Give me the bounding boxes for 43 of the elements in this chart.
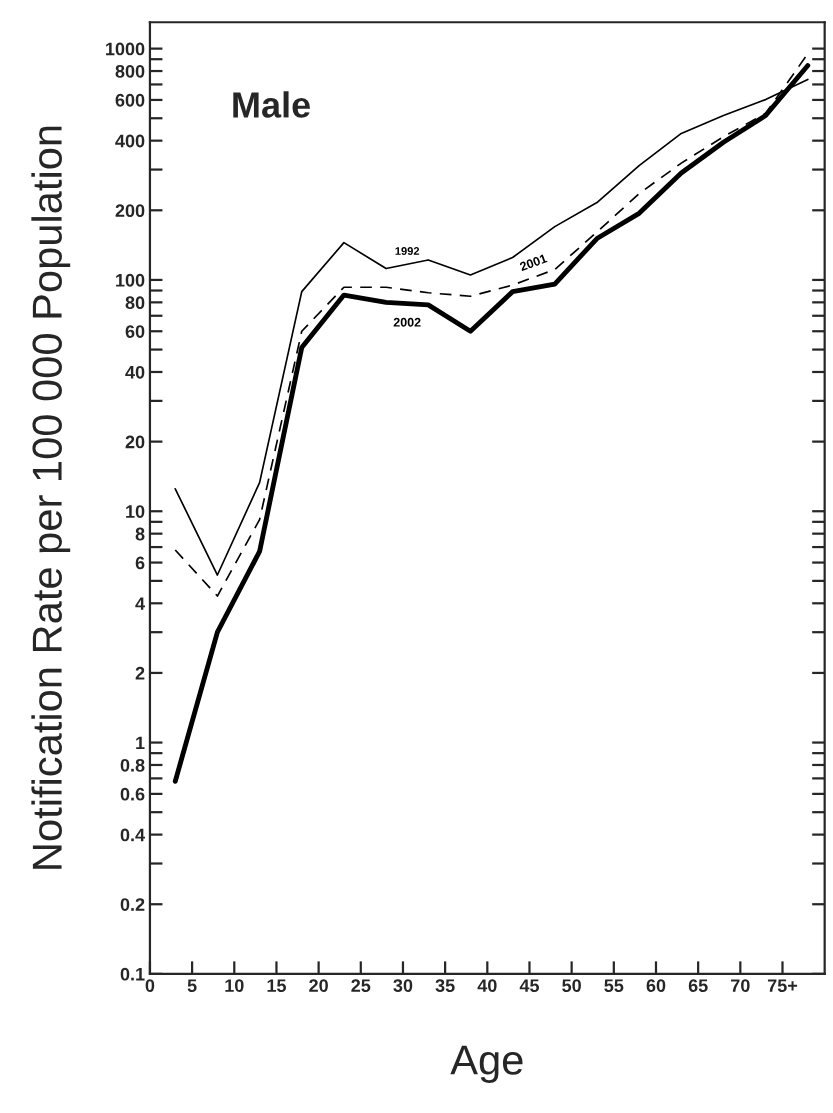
- x-axis-title: Age: [450, 1045, 523, 1084]
- x-tick-label: 30: [393, 979, 413, 993]
- x-tick-label: 15: [267, 979, 286, 992]
- x-tick-label: 25: [351, 979, 371, 992]
- y-tick-label: 6: [135, 556, 145, 570]
- x-tick-label: 70: [731, 979, 750, 992]
- y-tick-label: 20: [125, 435, 145, 449]
- series-label: 2002: [393, 317, 421, 327]
- y-tick-label: 600: [115, 93, 145, 107]
- x-tick-label: 20: [309, 979, 328, 992]
- y-tick-label: 40: [125, 365, 145, 379]
- y-tick-label: 2: [135, 666, 145, 680]
- y-tick-label: 100: [116, 273, 145, 287]
- y-tick-label: 0.4: [120, 828, 145, 842]
- y-tick-label: 1000: [106, 42, 145, 56]
- x-tick-label: 10: [225, 979, 244, 992]
- y-tick-label: 0.1: [120, 967, 145, 981]
- y-tick-label: 60: [125, 325, 145, 338]
- y-tick-label: 80: [125, 296, 145, 310]
- y-axis-title: Notification Rate per 100 000 Population: [31, 126, 71, 869]
- y-tick-label: 0.6: [120, 787, 145, 801]
- y-tick-label: 200: [115, 204, 145, 218]
- x-tick-label: 75+: [767, 979, 798, 992]
- x-tick-label: 40: [477, 979, 497, 992]
- text: 2001: [519, 253, 548, 272]
- y-tick-label: 8: [135, 527, 145, 541]
- y-tick-label: 400: [115, 134, 145, 148]
- text: Male: [233, 91, 310, 118]
- y-tick-label: 4: [135, 597, 145, 610]
- y-tick-label: 10: [126, 505, 145, 518]
- y-tick-label: 0.8: [120, 758, 145, 772]
- x-tick-label: 50: [562, 979, 581, 992]
- x-tick-label: 45: [519, 979, 540, 992]
- series-label: 1992: [395, 247, 420, 255]
- x-tick-label: 65: [688, 979, 708, 992]
- x-tick-label: 55: [604, 979, 624, 992]
- x-tick-label: 5: [187, 979, 197, 992]
- x-tick-label: 60: [646, 979, 666, 992]
- y-tick-label: 800: [115, 64, 145, 78]
- x-tick-label: 35: [435, 979, 455, 993]
- y-tick-label: 0.2: [120, 898, 145, 911]
- y-tick-label: 1: [136, 736, 145, 750]
- x-tick-label: 0: [145, 979, 155, 992]
